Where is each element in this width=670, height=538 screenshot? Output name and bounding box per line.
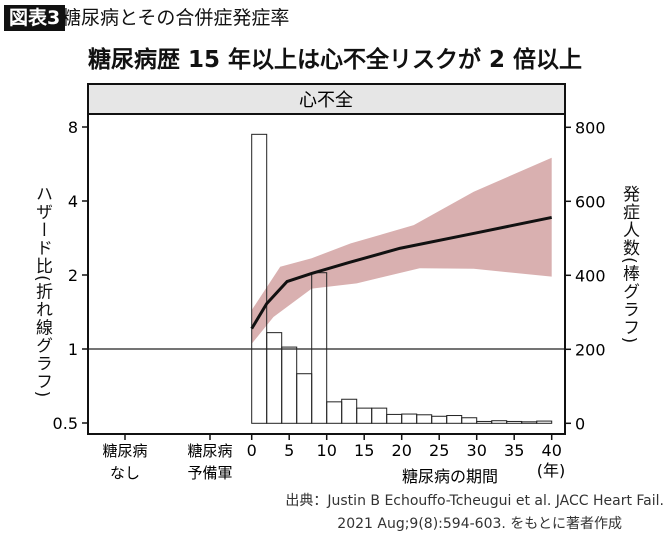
y-right-tick-label: 200 (575, 340, 606, 359)
figure-badge: 図表3 (4, 5, 66, 31)
bar (476, 420, 493, 424)
bar (491, 420, 508, 424)
y-left-tick-label: 2 (68, 266, 78, 285)
bar (281, 346, 298, 424)
x-unit-label: (年) (537, 461, 566, 480)
y-left-label: ハザード比(折れ線グラフ) (32, 185, 52, 399)
x-tick-label: 35 (504, 441, 524, 460)
x-tick-label: 15 (354, 441, 374, 460)
source-line-1: 出典：Justin B Echouffo-Tcheugui et al. JAC… (285, 493, 664, 509)
bar (371, 407, 388, 424)
y-left-tick-label: 4 (68, 192, 78, 211)
y-right-tick-label: 400 (575, 266, 606, 285)
bar (386, 413, 403, 424)
y-right-tick-label: 600 (575, 192, 606, 211)
x-tick-label: 25 (429, 441, 449, 460)
bar (311, 272, 328, 424)
confidence-band (251, 157, 552, 344)
panel-title: 心不全 (299, 90, 353, 111)
x-tick-label: 5 (284, 441, 294, 460)
y-right-tick-label: 800 (575, 118, 606, 137)
x-tick-label: 10 (317, 441, 337, 460)
figure-subtitle: 糖尿病とその合併症発症率 (62, 7, 290, 29)
x-axis-label: 糖尿病の期間 (402, 467, 498, 486)
y-left-tick-label: 8 (68, 118, 78, 137)
hazard-ratio-line (250, 215, 553, 330)
plot-frame (87, 113, 566, 435)
source-line-2: 2021 Aug;9(8):594-603. をもとに著者作成 (337, 516, 622, 532)
bar (356, 407, 373, 424)
bar (431, 415, 448, 424)
bar (446, 415, 463, 424)
bar (296, 373, 313, 424)
bar (461, 417, 478, 424)
bar (416, 414, 433, 424)
chart-title: 糖尿病歴 15 年以上は心不全リスクが 2 倍以上 (87, 47, 583, 73)
bar (506, 420, 523, 424)
x-tick-label: 0 (247, 441, 257, 460)
bar (326, 401, 343, 424)
x-category-label: 糖尿病 (102, 442, 147, 460)
bar (266, 332, 283, 424)
x-category-label: 予備軍 (187, 464, 232, 482)
bar (251, 133, 268, 424)
y-right-tick-label: 0 (575, 414, 585, 433)
bar (341, 398, 358, 424)
x-tick-label: 30 (467, 441, 487, 460)
bar (401, 413, 418, 424)
y-left-tick-label: 0.5 (53, 414, 78, 433)
x-category-label: なし (110, 464, 140, 482)
y-left-tick-label: 1 (68, 340, 78, 359)
y-right-label: 発症人数(棒グラフ) (619, 185, 639, 345)
bar (521, 421, 538, 424)
bar (536, 420, 553, 424)
x-tick-label: 40 (542, 441, 562, 460)
x-tick-label: 20 (392, 441, 412, 460)
x-category-label: 糖尿病 (187, 442, 232, 460)
